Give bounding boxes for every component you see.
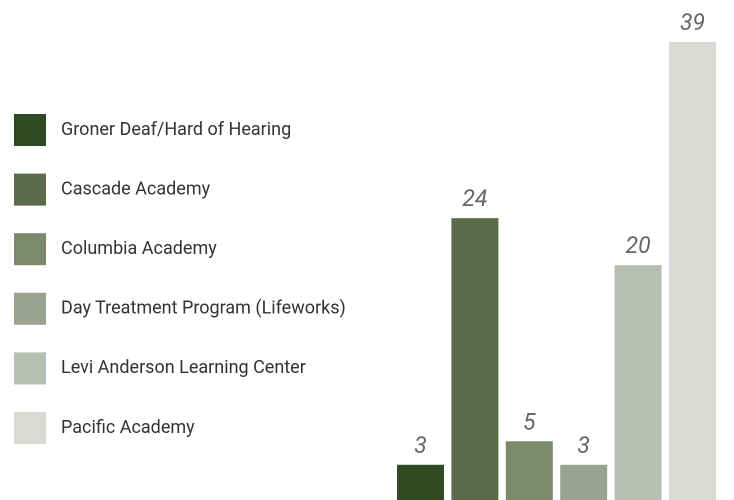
value-label: 3 (414, 432, 427, 459)
bar (669, 42, 716, 500)
value-label: 5 (523, 408, 536, 435)
legend-swatch (14, 352, 46, 385)
legend-label: Cascade Academy (61, 178, 211, 199)
legend-swatch (14, 114, 46, 146)
legend-label: Day Treatment Program (Lifeworks) (61, 298, 346, 319)
legend-label: Pacific Academy (61, 417, 195, 438)
legend-swatch (14, 233, 46, 266)
bar (451, 218, 499, 500)
legend-label: Columbia Academy (61, 238, 217, 259)
bar (505, 441, 553, 500)
legend-swatch (14, 412, 46, 444)
legend-label: Levi Anderson Learning Center (61, 357, 306, 378)
value-label: 3 (577, 432, 590, 459)
value-label: 20 (626, 232, 651, 259)
value-label: 24 (462, 185, 487, 212)
legend-swatch (14, 292, 46, 325)
value-label: 39 (680, 9, 705, 36)
legend-label: Groner Deaf/Hard of Hearing (61, 119, 291, 140)
legend-swatch (14, 173, 46, 206)
bar (560, 464, 608, 500)
bar (397, 464, 444, 500)
bar (614, 265, 662, 500)
